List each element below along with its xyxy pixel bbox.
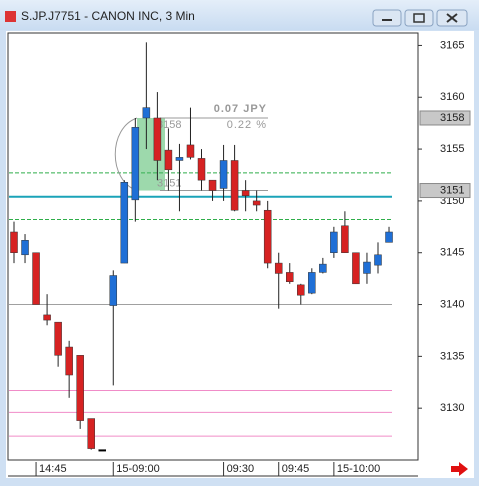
plot-area <box>7 32 419 461</box>
candle-body <box>297 284 305 296</box>
candle-body <box>330 231 338 253</box>
x-tick-label: 15-10:00 <box>337 463 380 475</box>
candle-body <box>363 261 371 274</box>
maximize-button[interactable] <box>404 9 434 27</box>
y-tick-label: 3145 <box>440 247 464 259</box>
x-tick-label: 09:45 <box>282 463 310 475</box>
candle-body <box>131 127 140 201</box>
price-tag <box>419 110 471 126</box>
candle-body <box>219 160 228 189</box>
window-icon <box>5 11 16 22</box>
candle-body <box>308 272 316 294</box>
candle-body <box>319 263 327 273</box>
candle-body <box>186 144 195 158</box>
measure-to: 3158 <box>157 119 181 131</box>
candle-body <box>164 149 173 171</box>
candle-body <box>76 355 84 421</box>
candle-body <box>252 200 261 206</box>
candle-body <box>43 314 51 321</box>
measure-from: 3151 <box>157 177 181 189</box>
measure-change: 0.07 JPY <box>214 103 267 115</box>
candle-body <box>197 158 206 181</box>
candle-body <box>65 346 73 376</box>
x-tick-label: 09:30 <box>227 463 255 475</box>
candle-body <box>109 275 118 306</box>
candle-body <box>385 231 393 243</box>
candle-body <box>142 107 151 119</box>
candle-body <box>54 321 62 356</box>
window-buttons[interactable] <box>372 9 468 27</box>
measure-arc <box>114 117 138 192</box>
candle-body <box>352 252 360 285</box>
price-tag <box>419 183 471 199</box>
candle-body <box>263 209 272 264</box>
price-tag-label: 3151 <box>440 184 464 196</box>
candle-body <box>274 262 283 274</box>
candle-body <box>241 190 250 196</box>
price-tag-label: 3158 <box>440 112 464 124</box>
candle-body <box>120 181 129 264</box>
candle-body <box>98 449 106 452</box>
candle-body <box>341 225 349 253</box>
x-tick-label: 14:45 <box>39 463 67 475</box>
y-tick-label: 3140 <box>440 298 464 310</box>
measure-percent: 0.22 % <box>227 119 267 131</box>
candle-body <box>10 231 18 253</box>
x-tick-label: 15-09:00 <box>116 463 159 475</box>
candle-body <box>374 254 382 266</box>
candle-body <box>286 272 294 282</box>
candle-body <box>208 179 217 191</box>
candle-body <box>87 418 95 449</box>
y-tick-label: 3155 <box>440 143 464 155</box>
scroll-arrow[interactable] <box>451 462 468 476</box>
y-tick-label: 3160 <box>440 91 464 103</box>
y-tick-label: 3130 <box>440 402 464 414</box>
candle-body <box>175 157 184 161</box>
minimize-button[interactable] <box>372 9 402 27</box>
y-tick-label: 3135 <box>440 350 464 362</box>
window-title: S.JP.J7751 - CANON INC, 3 Min <box>21 9 195 23</box>
candle-body <box>21 240 29 256</box>
candle-body <box>230 160 239 211</box>
candle-body <box>32 252 40 305</box>
candle-body <box>153 117 162 161</box>
y-tick-label: 3165 <box>440 39 464 51</box>
